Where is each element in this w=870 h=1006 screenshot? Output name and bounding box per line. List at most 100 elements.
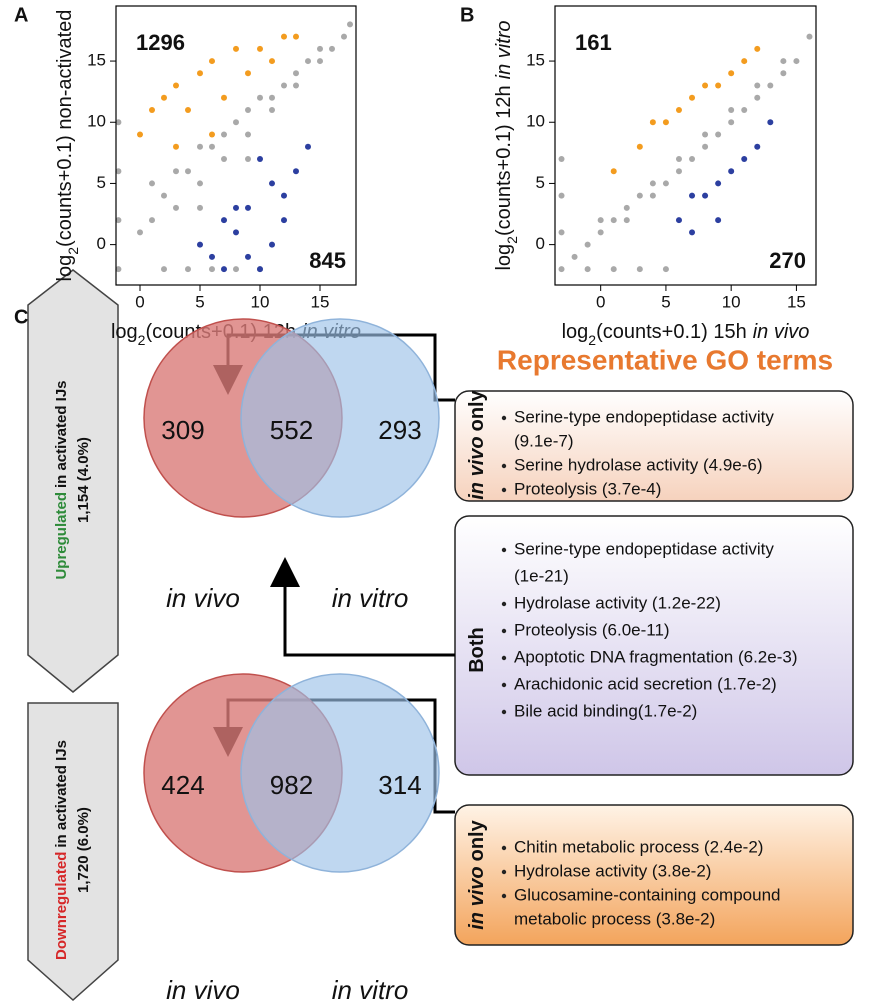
point bbox=[689, 192, 696, 199]
bullet bbox=[501, 628, 507, 634]
venn-count: 552 bbox=[270, 415, 313, 445]
panel-label: A bbox=[14, 4, 28, 26]
point bbox=[558, 192, 565, 199]
go-box-label-text: only bbox=[466, 819, 488, 861]
x-tick-label: 0 bbox=[596, 292, 605, 311]
venn-count: 424 bbox=[161, 770, 204, 800]
venn-count: 309 bbox=[161, 415, 204, 445]
connector bbox=[270, 557, 455, 657]
point bbox=[197, 143, 203, 150]
point bbox=[197, 70, 203, 77]
point bbox=[269, 107, 275, 114]
side-highlight: Downregulated bbox=[53, 852, 70, 960]
y-tick-label: 10 bbox=[526, 112, 545, 131]
y-tick-label: 10 bbox=[87, 112, 106, 131]
go-term: Serine-type endopeptidase activity bbox=[514, 539, 774, 558]
x-axis-label-part: log bbox=[111, 321, 138, 343]
y-axis-label-part: log bbox=[493, 244, 515, 271]
venn-set-label: in vitro bbox=[332, 583, 409, 613]
point bbox=[173, 82, 179, 89]
panel-label: C bbox=[14, 306, 28, 328]
x-tick-label: 5 bbox=[661, 292, 670, 311]
go-term: Chitin metabolic process (2.4e-2) bbox=[514, 837, 763, 856]
point bbox=[257, 155, 263, 162]
point bbox=[649, 119, 656, 126]
point bbox=[173, 204, 179, 211]
point bbox=[662, 180, 669, 187]
point bbox=[610, 217, 617, 224]
point bbox=[558, 155, 565, 162]
point bbox=[584, 266, 591, 273]
point bbox=[741, 155, 748, 162]
point bbox=[636, 266, 643, 273]
point bbox=[623, 217, 630, 224]
point bbox=[675, 107, 682, 114]
point bbox=[305, 143, 311, 150]
point bbox=[329, 45, 335, 52]
point bbox=[115, 266, 122, 273]
point bbox=[233, 119, 239, 126]
point bbox=[341, 33, 347, 40]
point bbox=[269, 94, 275, 101]
point bbox=[137, 131, 143, 138]
point bbox=[115, 168, 122, 175]
point bbox=[754, 82, 761, 89]
point bbox=[675, 155, 682, 162]
count-label: 161 bbox=[575, 30, 612, 55]
bullet bbox=[501, 845, 507, 851]
x-axis-label-sub: 2 bbox=[588, 332, 596, 348]
point bbox=[741, 107, 748, 114]
point bbox=[780, 70, 787, 77]
point bbox=[689, 155, 696, 162]
count-label: 1296 bbox=[136, 30, 185, 55]
point bbox=[689, 94, 696, 101]
up-arrow-shape bbox=[27, 269, 119, 693]
point bbox=[221, 217, 227, 224]
go-term: Arachidonic acid secretion (1.7e-2) bbox=[514, 674, 777, 693]
venn-count: 982 bbox=[270, 770, 313, 800]
side-count: 1,154 (4.0%) bbox=[75, 437, 92, 523]
point bbox=[233, 204, 239, 211]
point bbox=[173, 168, 179, 175]
y-axis-label: log2(counts+0.1) 12h in vitro bbox=[493, 20, 519, 270]
point bbox=[281, 217, 287, 224]
venn-set-label: in vivo bbox=[166, 583, 240, 613]
venn-set-label: in vitro bbox=[332, 975, 409, 1005]
venn-set bbox=[240, 318, 440, 518]
point bbox=[610, 168, 617, 175]
y-tick-label: 0 bbox=[97, 234, 106, 253]
point bbox=[173, 143, 179, 150]
y-tick-label: 5 bbox=[536, 173, 545, 192]
point bbox=[257, 266, 263, 273]
point bbox=[149, 217, 155, 224]
y-axis-label-part: log bbox=[54, 255, 76, 282]
point bbox=[347, 21, 353, 28]
point bbox=[293, 70, 299, 77]
point bbox=[197, 180, 203, 187]
go-box-label: in vivo only bbox=[466, 819, 488, 929]
point bbox=[161, 192, 167, 199]
panel-label: B bbox=[460, 4, 474, 26]
go-term: Bile acid binding(1.7e-2) bbox=[514, 701, 697, 720]
point bbox=[793, 58, 800, 65]
y-axis-label-sub: 2 bbox=[504, 236, 520, 244]
point bbox=[245, 70, 251, 77]
go-term: Glucosamine-containing compound bbox=[514, 885, 781, 904]
x-tick-label: 0 bbox=[135, 292, 144, 311]
point bbox=[597, 217, 604, 224]
point bbox=[636, 192, 643, 199]
point bbox=[806, 33, 813, 40]
go-term: (1e-21) bbox=[514, 566, 569, 585]
point bbox=[115, 217, 122, 224]
bullet bbox=[501, 487, 507, 493]
point bbox=[209, 58, 215, 65]
go-box-label: Both bbox=[466, 627, 488, 673]
point bbox=[584, 241, 591, 248]
y-tick-label: 15 bbox=[87, 51, 106, 70]
point bbox=[715, 180, 722, 187]
bullet bbox=[501, 869, 507, 875]
x-axis-label-em: in vivo bbox=[753, 321, 810, 343]
point bbox=[754, 45, 761, 52]
point bbox=[221, 155, 227, 162]
